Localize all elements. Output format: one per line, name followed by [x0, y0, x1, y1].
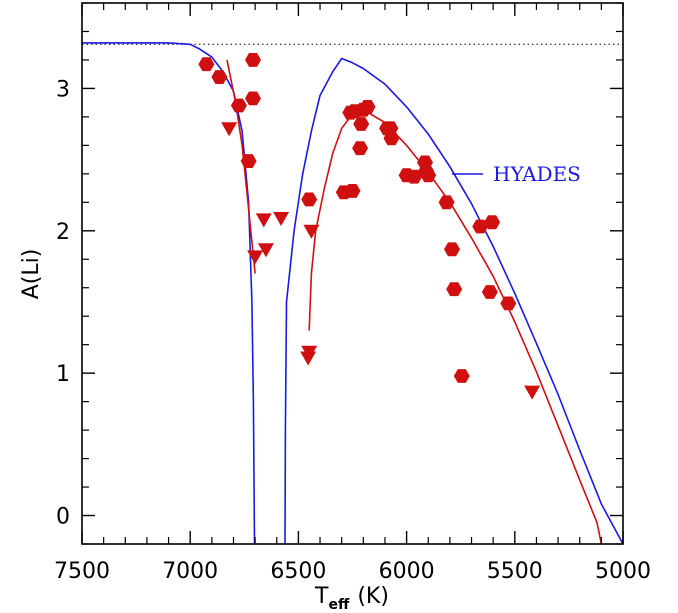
y-tick-label: 3 [56, 77, 70, 102]
x-tick-label: 7500 [54, 559, 110, 584]
model-curve-0-segment-0 [82, 42, 256, 545]
axis-ticks: 7500 7000 6500 6000 5500 5000 0 1 2 3 [54, 2, 651, 584]
data-point-detection-0 [198, 57, 215, 72]
x-axis-title-main: T [314, 584, 329, 609]
plot-frame [81, 2, 624, 545]
x-axis-title-unit: (K) [357, 584, 389, 609]
data-point-upper-limit-4 [273, 211, 290, 226]
model-curve-1-segment-1 [308, 109, 603, 545]
data-point-detection-26 [453, 369, 470, 383]
data-point-detection-12 [359, 100, 376, 114]
y-tick-label: 2 [56, 220, 70, 245]
data-point-upper-limit-2 [257, 243, 274, 258]
y-axis-title: A(Li) [19, 249, 44, 300]
data-point-upper-limit-0 [221, 122, 238, 137]
y-tick-label: 0 [56, 505, 70, 530]
data-point-upper-limit-3 [255, 213, 272, 228]
data-point-detection-29 [481, 285, 498, 299]
data-point-detection-30 [500, 296, 517, 311]
data-point-detection-4 [245, 53, 261, 67]
data-point-detection-17 [383, 131, 400, 146]
data-point-upper-limit-7 [300, 351, 317, 366]
data-point-detection-1 [211, 70, 228, 84]
data-point-detection-3 [245, 91, 261, 106]
data-point-detection-24 [444, 242, 460, 257]
x-tick-label: 6500 [270, 559, 326, 584]
x-axis-title: Teff (K) [314, 584, 389, 613]
x-tick-label: 5500 [487, 559, 543, 584]
data-point-detection-19 [406, 169, 423, 184]
data-point-detection-5 [240, 154, 257, 168]
data-point-detection-23 [438, 195, 455, 210]
model-curve-0-segment-1 [284, 57, 624, 545]
data-point-detection-22 [420, 168, 437, 183]
data-point-detection-25 [446, 282, 463, 297]
data-point-detection-14 [352, 141, 369, 156]
data-point-detection-27 [472, 219, 489, 234]
x-tick-label: 6000 [379, 559, 435, 584]
data-point-detection-28 [484, 215, 501, 230]
data-point-upper-limit-5 [303, 224, 320, 239]
legend-label-hyades: HYADES [493, 162, 581, 186]
data-point-detection-8 [344, 184, 361, 198]
x-tick-label: 7000 [162, 559, 218, 584]
x-axis-title-subscript: eff [329, 597, 350, 613]
y-tick-label: 1 [56, 362, 70, 387]
data-point-upper-limit-1 [247, 250, 264, 265]
data-point-detection-13 [353, 117, 370, 131]
data-point-detection-2 [230, 98, 247, 113]
legend: HYADES [452, 162, 581, 186]
data-point-detection-6 [301, 192, 318, 207]
plot-layer [82, 42, 624, 545]
x-tick-label: 5000 [595, 559, 651, 584]
data-point-upper-limit-8 [524, 385, 541, 400]
